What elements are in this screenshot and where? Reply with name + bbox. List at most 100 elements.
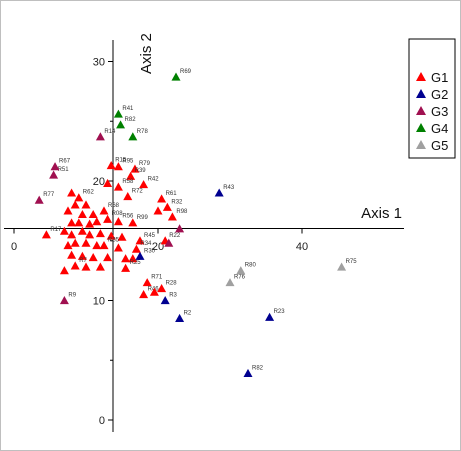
point-g3 bbox=[50, 162, 60, 171]
point-g1 bbox=[106, 231, 116, 240]
point-g1 bbox=[130, 164, 140, 173]
point-label: R76 bbox=[234, 275, 246, 281]
point-g1 bbox=[157, 284, 167, 293]
point-label: R77 bbox=[43, 192, 55, 198]
point-label: R78 bbox=[137, 129, 149, 135]
point-g2 bbox=[175, 313, 185, 323]
point-label: R67 bbox=[59, 159, 71, 165]
point-g3 bbox=[95, 132, 105, 141]
point-g2 bbox=[214, 188, 224, 197]
point-label: R61 bbox=[166, 191, 178, 197]
point-label: R22 bbox=[169, 233, 181, 239]
point-g1 bbox=[113, 217, 123, 226]
point-g1 bbox=[167, 212, 177, 221]
point-label: R56 bbox=[122, 214, 134, 220]
point-label: R98 bbox=[176, 209, 188, 215]
legend-label: G4 bbox=[431, 121, 448, 136]
point-g1 bbox=[92, 217, 102, 226]
x-tick-label: 40 bbox=[296, 241, 308, 253]
point-g1 bbox=[121, 254, 131, 263]
point-label: R32 bbox=[171, 199, 183, 205]
point-g2 bbox=[265, 312, 275, 321]
point-g1 bbox=[123, 192, 133, 201]
point-g1 bbox=[77, 251, 87, 260]
point-g1 bbox=[103, 178, 113, 187]
point-g1 bbox=[70, 200, 80, 209]
point-g5 bbox=[337, 262, 347, 271]
point-label: R45 bbox=[144, 233, 156, 239]
point-g1 bbox=[106, 160, 116, 170]
point-g1 bbox=[149, 287, 159, 296]
point-g1 bbox=[139, 180, 149, 189]
point-g1 bbox=[103, 214, 113, 223]
point-label: R25 bbox=[130, 260, 142, 266]
x-tick-label: 0 bbox=[11, 241, 17, 253]
point-g1 bbox=[99, 241, 109, 250]
legend-marker-g1 bbox=[416, 72, 426, 81]
point-label: R51 bbox=[58, 167, 70, 173]
y-tick-label: 30 bbox=[93, 57, 105, 69]
legend-marker-g4 bbox=[416, 123, 426, 132]
point-g2 bbox=[135, 251, 145, 260]
y-tick-label: 10 bbox=[93, 296, 105, 308]
point-g1 bbox=[59, 226, 69, 235]
legend-box bbox=[408, 38, 456, 159]
point-g1 bbox=[117, 232, 127, 241]
legend-label: G3 bbox=[431, 104, 448, 119]
point-label: R42 bbox=[148, 177, 160, 183]
point-label: R62 bbox=[83, 190, 95, 196]
point-g1 bbox=[139, 290, 149, 299]
point-g1 bbox=[85, 219, 95, 228]
point-label: R68 bbox=[108, 203, 120, 209]
axes bbox=[4, 40, 404, 432]
point-g1 bbox=[135, 236, 145, 245]
point-g1 bbox=[113, 182, 123, 191]
point-g1 bbox=[103, 252, 113, 262]
legend-marker-g2 bbox=[416, 89, 426, 98]
point-label: R82 bbox=[125, 117, 137, 123]
point-label: R30 bbox=[144, 248, 156, 254]
legend-marker-g5 bbox=[416, 140, 426, 149]
point-label: R15 bbox=[115, 157, 127, 163]
legend-marker-g3 bbox=[416, 106, 426, 115]
legend: G1 G2 G3 G4 G5 bbox=[408, 38, 456, 159]
point-g1 bbox=[121, 263, 131, 272]
point-g1 bbox=[92, 241, 102, 250]
point-g1 bbox=[63, 206, 73, 215]
point-g1 bbox=[153, 206, 163, 215]
point-g1 bbox=[77, 209, 87, 219]
point-label: R2 bbox=[184, 310, 192, 316]
point-g1 bbox=[63, 241, 73, 250]
point-g1 bbox=[67, 250, 77, 259]
point-label: R3 bbox=[169, 293, 177, 299]
point-g4 bbox=[116, 120, 126, 129]
point-label: R58 bbox=[122, 179, 134, 185]
point-g1 bbox=[81, 238, 91, 247]
y-tick-label: 0 bbox=[99, 415, 105, 427]
point-label: R08 bbox=[112, 211, 124, 217]
point-g1 bbox=[95, 262, 105, 271]
point-label: R23 bbox=[274, 309, 286, 315]
point-label: R82 bbox=[252, 365, 264, 371]
point-g5 bbox=[236, 266, 246, 275]
legend-label: G5 bbox=[431, 138, 448, 153]
point-g2 bbox=[160, 296, 170, 305]
point-g1 bbox=[113, 243, 123, 252]
point-g1 bbox=[41, 230, 51, 239]
point-label: R39 bbox=[135, 168, 147, 174]
point-g1 bbox=[157, 194, 167, 203]
point-g1 bbox=[74, 193, 84, 202]
point-g1 bbox=[74, 218, 84, 227]
point-g1 bbox=[99, 206, 109, 215]
point-label: R72 bbox=[132, 189, 144, 195]
point-g1 bbox=[88, 209, 98, 219]
point-g1 bbox=[95, 229, 105, 238]
point-label: R80 bbox=[245, 263, 257, 269]
point-g1 bbox=[113, 162, 123, 171]
point-label: R7 bbox=[79, 258, 87, 264]
point-g1 bbox=[77, 226, 87, 235]
point-g4 bbox=[128, 132, 138, 141]
point-g1 bbox=[81, 200, 91, 209]
